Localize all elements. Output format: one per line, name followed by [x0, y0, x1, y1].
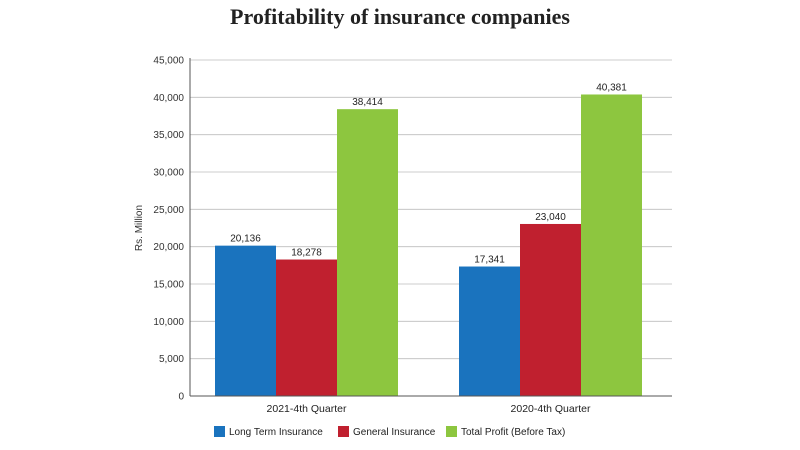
x-tick-label: 2021-4th Quarter: [267, 403, 347, 415]
bar: [215, 246, 276, 396]
data-label: 38,414: [352, 97, 383, 108]
y-tick-label: 20,000: [153, 242, 184, 253]
y-tick-label: 35,000: [153, 130, 184, 141]
bars: 20,136 18,278 38,414 17,341 23,040 40,381: [215, 82, 642, 396]
y-tick-label: 25,000: [153, 205, 184, 216]
y-tick-label: 45,000: [153, 56, 184, 67]
data-label: 17,341: [474, 255, 505, 266]
data-label: 18,278: [291, 248, 322, 259]
data-label: 40,381: [596, 82, 627, 93]
bar: [337, 109, 398, 396]
y-tick-label: 30,000: [153, 168, 184, 179]
y-tick-label: 10,000: [153, 317, 184, 328]
bar: [276, 260, 337, 396]
y-tick-label: 15,000: [153, 280, 184, 291]
y-tick-label: 5,000: [159, 354, 184, 365]
legend-swatch: [446, 426, 457, 437]
data-label: 20,136: [230, 234, 261, 245]
bar: [581, 94, 642, 396]
legend-swatch: [338, 426, 349, 437]
data-label: 23,040: [535, 212, 566, 223]
legend-label: General Insurance: [353, 427, 436, 438]
legend-swatch: [214, 426, 225, 437]
y-axis-label: Rs. Million: [134, 205, 145, 251]
legend-label: Long Term Insurance: [229, 427, 323, 438]
legend: Long Term Insurance General Insurance Tota…: [214, 426, 565, 438]
x-tick-label: 2020-4th Quarter: [511, 403, 591, 415]
bar: [459, 267, 520, 396]
legend-label: Total Profit (Before Tax): [461, 427, 565, 438]
y-tick-label: 0: [178, 392, 184, 403]
chart: 20,136 18,278 38,414 17,341 23,040 40,381 0 5,…: [0, 0, 800, 450]
y-tick-label: 40,000: [153, 93, 184, 104]
bar: [520, 224, 581, 396]
